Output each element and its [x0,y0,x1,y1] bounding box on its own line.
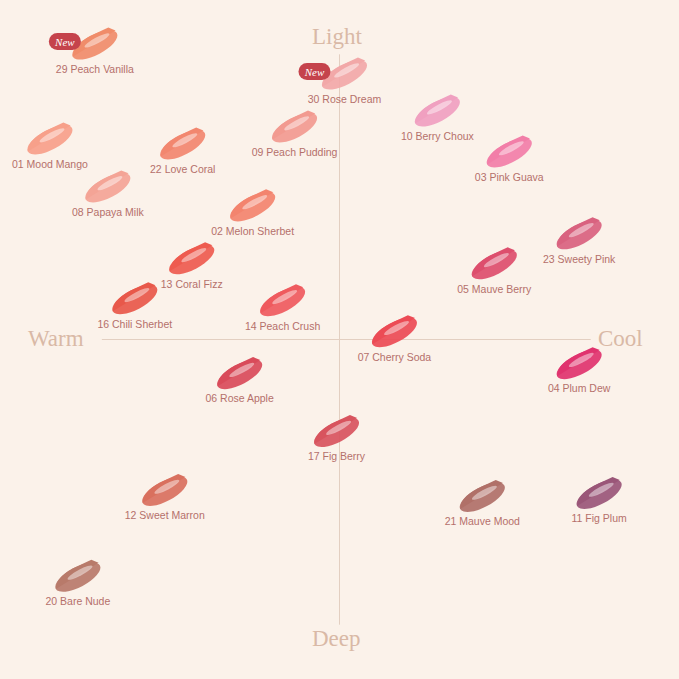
svg-text:14 Peach Crush: 14 Peach Crush [245,320,320,332]
svg-text:01 Mood Mango: 01 Mood Mango [12,158,88,170]
html-text:Deep: Deep [312,626,361,651]
svg-text:11 Fig Plum: 11 Fig Plum [571,512,626,524]
svg-text:16 Chili Sherbet: 16 Chili Sherbet [97,318,172,330]
svg-text:07 Cherry Soda: 07 Cherry Soda [358,351,432,363]
svg-text:29 Peach Vanilla: 29 Peach Vanilla [56,63,134,75]
svg-text:05 Mauve Berry: 05 Mauve Berry [457,283,532,295]
svg-text:30 Rose Dream: 30 Rose Dream [308,93,382,105]
svg-text:02 Melon Sherbet: 02 Melon Sherbet [211,225,294,237]
html-text:Light: Light [312,24,362,49]
svg-text:10 Berry Choux: 10 Berry Choux [401,130,475,142]
svg-text:New: New [54,36,75,48]
svg-text:21 Mauve Mood: 21 Mauve Mood [445,515,520,527]
svg-text:03 Pink Guava: 03 Pink Guava [475,171,544,183]
svg-text:17 Fig Berry: 17 Fig Berry [308,450,366,462]
html-text:Warm: Warm [28,326,84,351]
html-text:Cool: Cool [598,326,643,351]
svg-text:13 Coral Fizz: 13 Coral Fizz [161,278,223,290]
svg-text:20 Bare Nude: 20 Bare Nude [45,595,110,607]
svg-text:06 Rose Apple: 06 Rose Apple [205,392,273,404]
svg-text:04 Plum Dew: 04 Plum Dew [548,382,611,394]
svg-text:12 Sweet Marron: 12 Sweet Marron [125,509,205,521]
svg-text:09 Peach Pudding: 09 Peach Pudding [252,146,338,158]
svg-text:08 Papaya Milk: 08 Papaya Milk [72,206,145,218]
svg-text:23 Sweety Pink: 23 Sweety Pink [543,253,616,265]
svg-text:New: New [304,66,325,78]
svg-text:22 Love Coral: 22 Love Coral [150,163,215,175]
